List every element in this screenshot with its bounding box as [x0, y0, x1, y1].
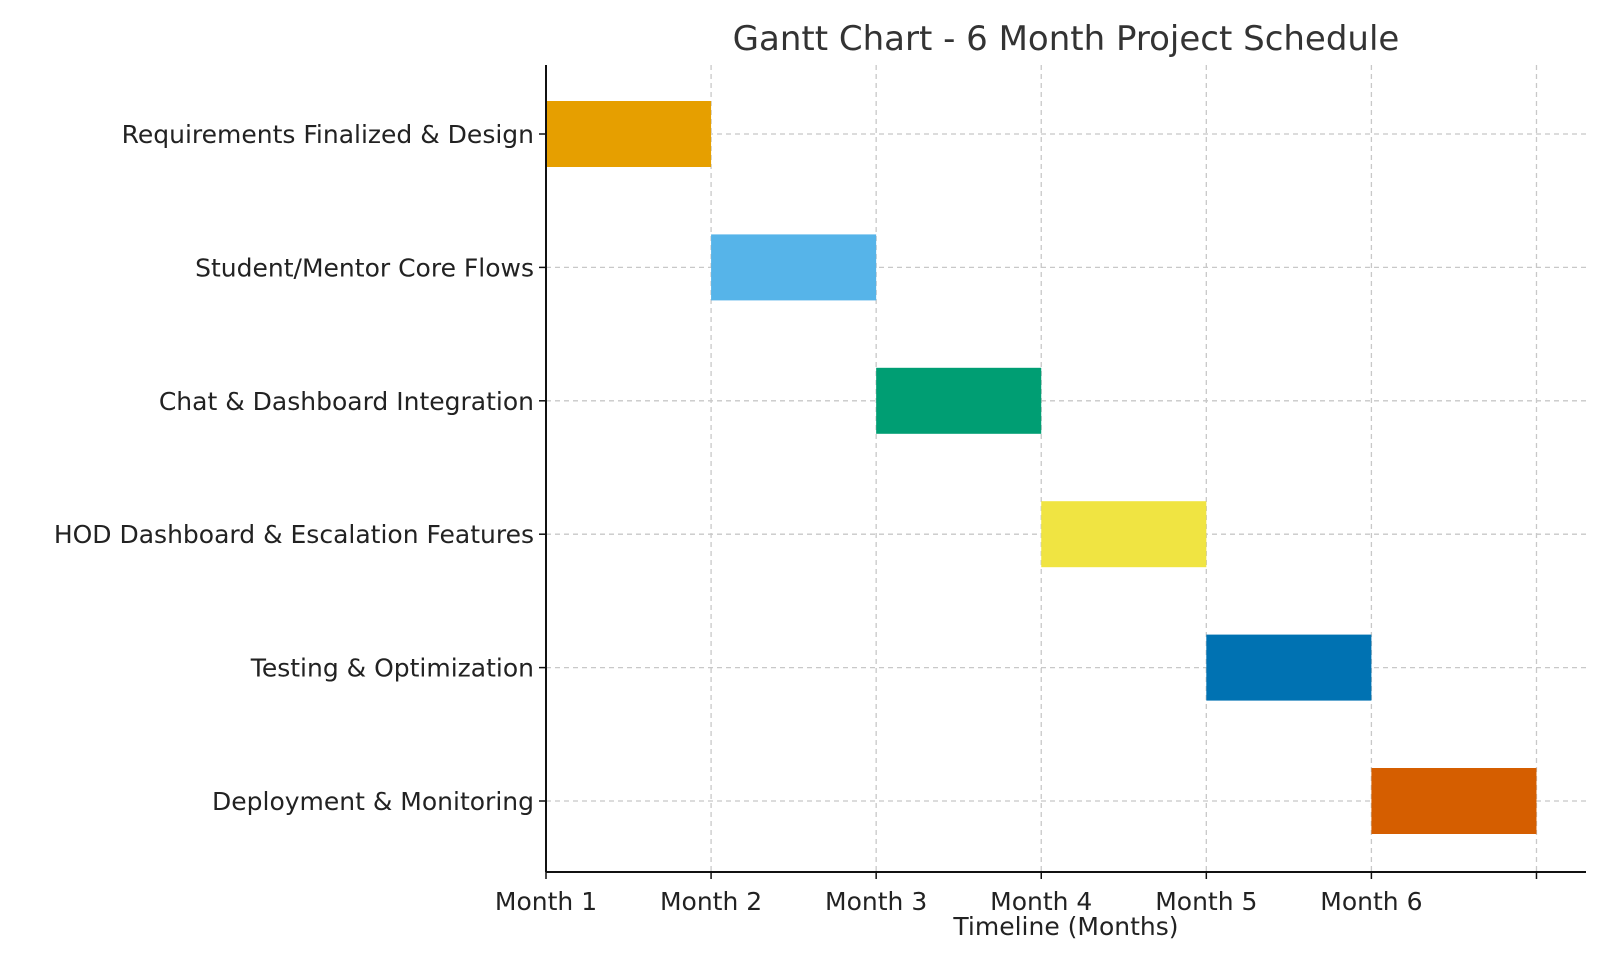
task-label-5: Testing & Optimization [250, 654, 534, 683]
axes [539, 65, 1586, 879]
task-bar-3 [876, 367, 1042, 434]
task-label-1: Requirements Finalized & Design [122, 120, 534, 149]
task-bar-2 [711, 234, 877, 301]
x-tick-label-5: Month 6 [1320, 887, 1422, 916]
grid-lines [545, 65, 1586, 872]
task-bar-6 [1371, 768, 1537, 834]
chart-title: Gantt Chart - 6 Month Project Schedule [733, 19, 1400, 59]
task-label-6: Deployment & Monitoring [212, 787, 534, 816]
x-tick-label-0: Month 1 [495, 887, 597, 916]
x-tick-label-2: Month 3 [825, 887, 927, 916]
task-bar-5 [1206, 634, 1372, 701]
x-tick-label-3: Month 4 [990, 887, 1092, 916]
task-label-3: Chat & Dashboard Integration [159, 387, 534, 416]
axis-labels: Requirements Finalized & Design Student/M… [54, 120, 1423, 916]
x-tick-label-1: Month 2 [660, 887, 762, 916]
x-tick-label-4: Month 5 [1155, 887, 1257, 916]
task-bars [546, 101, 1537, 834]
x-axis-label: Timeline (Months) [952, 912, 1178, 941]
task-bar-4 [1041, 501, 1207, 568]
task-bar-1 [546, 101, 712, 167]
task-label-2: Student/Mentor Core Flows [195, 253, 534, 282]
task-label-4: HOD Dashboard & Escalation Features [54, 520, 534, 549]
